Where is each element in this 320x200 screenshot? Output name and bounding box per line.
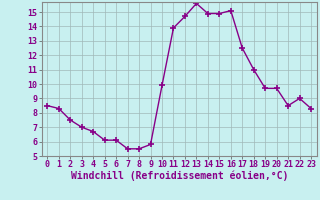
X-axis label: Windchill (Refroidissement éolien,°C): Windchill (Refroidissement éolien,°C) bbox=[70, 171, 288, 181]
